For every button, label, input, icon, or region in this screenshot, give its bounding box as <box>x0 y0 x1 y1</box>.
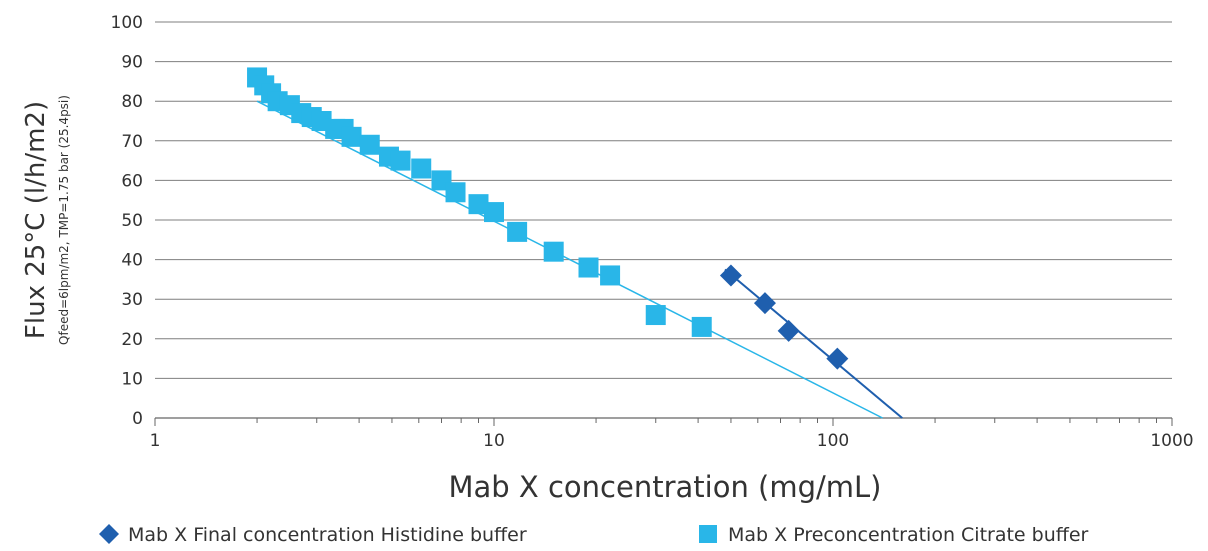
y-tick-label: 10 <box>121 369 143 389</box>
legend-item-citrate: Mab X Preconcentration Citrate buffer <box>699 524 1089 546</box>
legend-item-histidine: Mab X Final concentration Histidine buff… <box>99 524 527 546</box>
y-tick-label: 20 <box>121 330 143 350</box>
y-tick-labels: 0 10 20 30 40 50 60 70 80 90 100 <box>111 13 143 429</box>
y-tick-label: 90 <box>121 53 143 73</box>
trendline-0 <box>724 268 903 419</box>
data-points <box>247 67 849 370</box>
y-axis-label: Flux 25°C (l/h/m2) <box>21 101 51 339</box>
y-axis-sublabel: Qfeed=6lpm/m2, TMP=1.75 bar (25.4psi) <box>57 95 71 345</box>
citrate-point <box>411 158 432 179</box>
x-tick-label: 1 <box>150 431 161 451</box>
y-tick-label: 60 <box>121 171 143 191</box>
citrate-point <box>359 134 380 155</box>
citrate-point <box>600 265 621 286</box>
y-tick-label: 50 <box>121 211 143 231</box>
citrate-point <box>445 182 466 203</box>
y-tick-label: 100 <box>111 13 143 33</box>
y-tick-label: 30 <box>121 290 143 310</box>
x-tick-label: 1000 <box>1150 431 1193 451</box>
legend-label-citrate: Mab X Preconcentration Citrate buffer <box>728 524 1089 546</box>
y-tick-label: 80 <box>121 92 143 112</box>
y-tick-label: 40 <box>121 251 143 271</box>
citrate-point <box>507 221 528 242</box>
legend: Mab X Final concentration Histidine buff… <box>99 524 1089 546</box>
axes <box>154 417 1173 426</box>
x-tick-label: 100 <box>817 431 849 451</box>
histidine-point <box>753 292 776 315</box>
legend-diamond-marker <box>99 524 119 544</box>
citrate-point <box>578 257 599 278</box>
legend-label-histidine: Mab X Final concentration Histidine buff… <box>128 524 527 546</box>
x-axis-label: Mab X concentration (mg/mL) <box>448 470 881 504</box>
legend-square-marker <box>699 525 717 543</box>
histidine-point <box>719 264 742 287</box>
citrate-point <box>390 150 411 171</box>
citrate-point <box>645 305 666 326</box>
grid-lines <box>155 21 1172 379</box>
y-tick-label: 70 <box>121 132 143 152</box>
citrate-point <box>468 194 489 215</box>
y-tick-label: 0 <box>132 409 143 429</box>
citrate-point <box>691 316 712 337</box>
citrate-point <box>543 241 564 262</box>
citrate-point <box>341 126 362 147</box>
histidine-point <box>826 347 849 370</box>
x-tick-labels: 1 10 100 1000 <box>150 431 1194 451</box>
citrate-point <box>484 202 504 223</box>
histidine-point <box>777 319 800 342</box>
x-tick-label: 10 <box>483 431 505 451</box>
